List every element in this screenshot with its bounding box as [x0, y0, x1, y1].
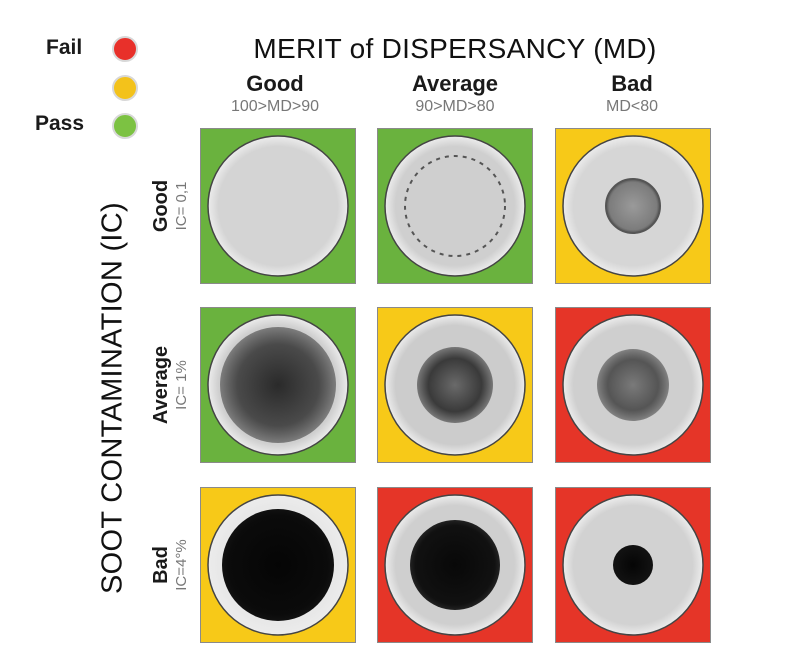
spot-tile-bad-bad	[555, 487, 711, 643]
soot-core	[613, 545, 653, 585]
column-header-good: Good 100>MD>90	[195, 72, 355, 117]
spot-tile-bad-average	[377, 487, 533, 643]
blotter-spot	[207, 314, 349, 456]
spot-tile-good-good	[200, 128, 356, 284]
row-condition: IC= 1%	[173, 360, 190, 410]
legend-pass-label: Pass	[35, 112, 85, 135]
column-condition: 100>MD>90	[230, 98, 320, 115]
spot-tile-good-average	[377, 128, 533, 284]
blotter-spot	[207, 494, 349, 636]
row-axis-title: SOOT CONTAMINATION (IC)	[96, 202, 129, 594]
spot-tile-average-good	[200, 307, 356, 463]
blotter-spot	[384, 494, 526, 636]
row-condition: IC= 0,1	[173, 181, 190, 231]
blotter-spot	[384, 135, 526, 277]
column-header-average: Average 90>MD>80	[375, 72, 535, 117]
blotter-spot	[207, 135, 349, 277]
soot-core-rim	[605, 178, 661, 234]
blotter-spot	[562, 314, 704, 456]
blotter-spot	[562, 494, 704, 636]
blotter-spot	[562, 135, 704, 277]
soot-core	[417, 347, 493, 423]
column-name: Bad	[611, 71, 653, 96]
chart-title: MERIT of DISPERSANCY (MD)	[253, 33, 657, 64]
paper-disc	[207, 135, 349, 277]
column-header-bad: Bad MD<80	[552, 72, 712, 117]
legend-fail-label: Fail	[46, 36, 83, 59]
spot-tile-average-average	[377, 307, 533, 463]
row-header-average: Average IC= 1%	[149, 305, 195, 465]
row-header-bad: Bad IC=4°%	[149, 485, 195, 645]
soot-core	[220, 327, 336, 443]
column-condition: MD<80	[605, 98, 659, 115]
spot-tile-bad-good	[200, 487, 356, 643]
row-header-good: Good IC= 0,1	[149, 126, 195, 286]
soot-core	[606, 179, 660, 233]
fail-status-dot	[112, 36, 138, 62]
column-name: Average	[411, 71, 498, 96]
column-name: Good	[246, 71, 304, 96]
row-name: Good	[150, 179, 172, 233]
soot-core	[597, 349, 669, 421]
warning-status-dot	[112, 75, 138, 101]
soot-core	[222, 509, 334, 621]
diffusion-ring	[404, 155, 506, 257]
blotter-spot	[384, 314, 526, 456]
spot-tile-good-bad	[555, 128, 711, 284]
row-name: Bad	[150, 546, 172, 584]
spot-tile-average-bad	[555, 307, 711, 463]
row-condition: IC=4°%	[173, 539, 190, 591]
row-name: Average	[150, 345, 172, 425]
pass-status-dot	[112, 113, 138, 139]
column-condition: 90>MD>80	[415, 98, 495, 115]
soot-core	[410, 520, 500, 610]
